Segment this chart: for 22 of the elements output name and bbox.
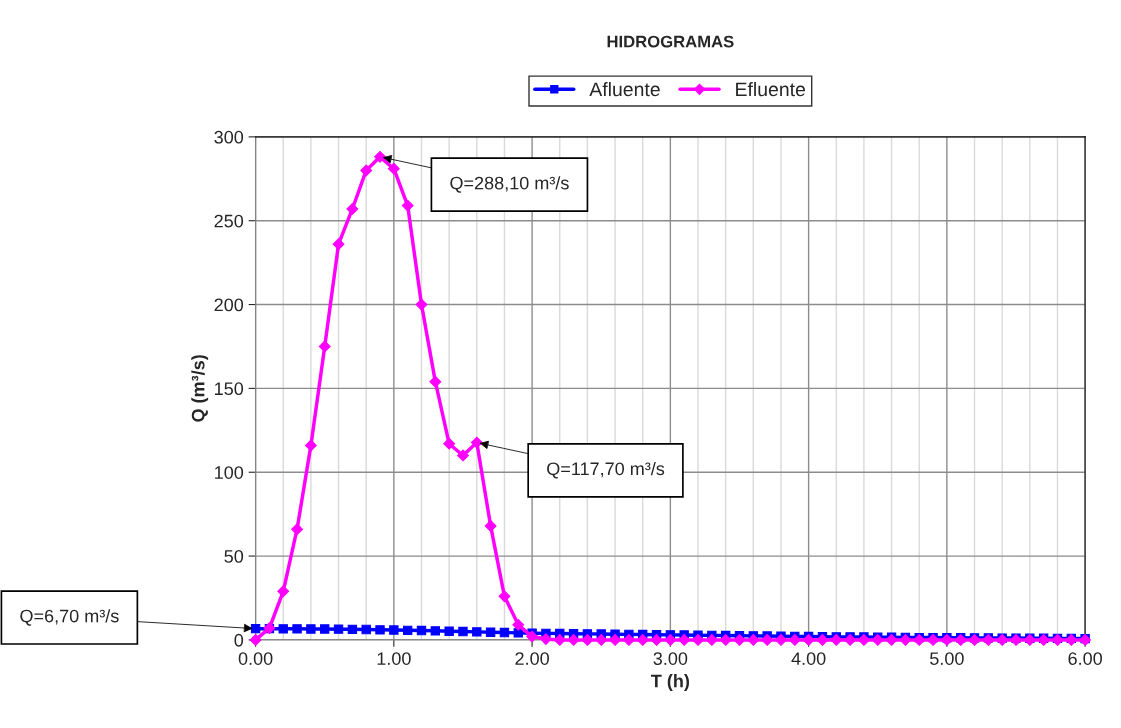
x-tick-label: 1.00	[377, 652, 411, 665]
annotation: Q=117,70 m³/s	[547, 461, 665, 479]
x-axis-title: T (h)	[651, 674, 690, 691]
annotation: Q=288,10 m³/s	[450, 176, 569, 193]
y-tick-label: 100	[215, 466, 244, 479]
x-tick-label: 0.00	[238, 652, 273, 665]
legend-label: Afluente	[589, 81, 660, 97]
x-tick-label: 3.00	[653, 652, 688, 665]
y-tick-label: 150	[215, 382, 244, 396]
legend-label: Efluente	[736, 81, 806, 97]
chart-title: HIDROGRAMAS	[607, 35, 734, 48]
y-axis-title: Q (m³/s)	[191, 355, 209, 422]
x-tick-label: 6.00	[1068, 652, 1102, 665]
x-tick-label: 5.00	[930, 652, 964, 665]
x-tick-label: 4.00	[791, 652, 826, 665]
y-tick-label: 50	[224, 550, 244, 563]
y-tick-label: 200	[214, 298, 244, 312]
annotation: Q=6,70 m³/s	[20, 609, 119, 626]
x-tick-label: 2.00	[515, 652, 549, 665]
y-tick-label: 250	[214, 214, 244, 228]
y-tick-label: 300	[214, 130, 244, 144]
y-tick-label: 0	[234, 633, 244, 647]
